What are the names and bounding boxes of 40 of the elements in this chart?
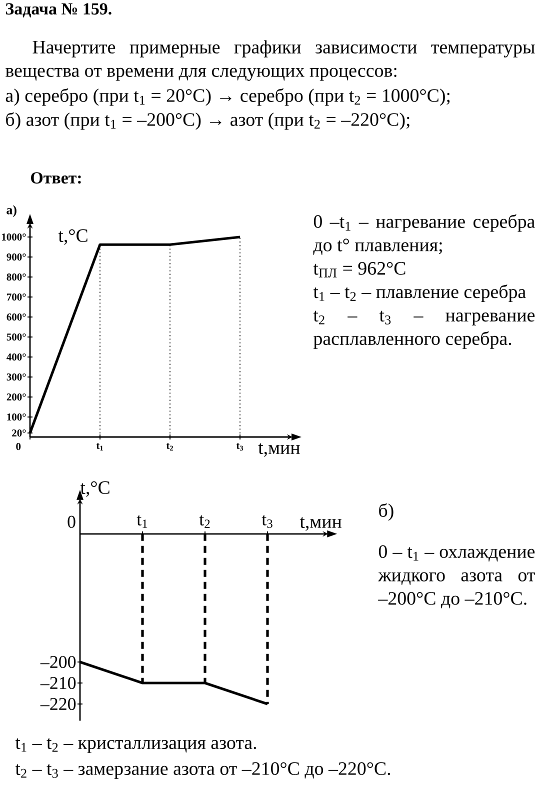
x-tick-label: 0	[16, 443, 21, 450]
x-tick-label: t$_{3}$	[236, 443, 244, 451]
y-tick-label: 700°	[7, 293, 26, 301]
text: б)	[379, 503, 394, 521]
chart-subtitle: Начертите примерные графики зависимости температуры вещества от времени для следующих процессов:	[6, 40, 535, 81]
text: 0 – t$_{1}$ – охлаждение жидкого азота от –200°C до –210°C.	[378, 545, 535, 608]
text: б) азот (при t$_{1}$ = –200°C) → азот (при t$_{2}$ = –220°C);	[6, 112, 410, 130]
text: t$_{1}$ – t$_{2}$ – плавление серебра	[313, 284, 526, 302]
y-tick-label: 800°	[6, 273, 26, 281]
y-tick-label: 100°	[7, 413, 26, 421]
y-tick-label: 600°	[6, 313, 26, 321]
x-tick-label: t$_{1}$	[136, 515, 148, 528]
y-tick-label: –220	[40, 698, 76, 710]
y-tick-label: 1000°	[2, 233, 26, 241]
y-tick-label: 500°	[6, 333, 26, 341]
chart-title: Задача № 159.	[6, 3, 112, 18]
y-tick-label: 200°	[6, 393, 26, 401]
y-tick-label: 20°	[12, 429, 26, 437]
y-tick-label: 900°	[6, 253, 26, 261]
x-axis-title: t,мин	[258, 443, 300, 457]
y-axis-title: t,°C	[80, 481, 110, 497]
x-tick-label: t$_{1}$	[96, 443, 103, 451]
y-tick-label: 300°	[6, 373, 26, 381]
text: а) серебро (при t$_{1}$ = 20°C) → серебро (при t$_{2}$ = 1000°C);	[6, 88, 450, 106]
x-tick-label: t$_{2}$	[166, 443, 174, 451]
y-tick-label: –200	[40, 656, 76, 668]
x-tick-label: 0	[68, 516, 76, 528]
y-tick-label: –210	[40, 676, 76, 690]
text: t$_{2}$ – t$_{3}$ – замерзание азота от –210°C до –220°C.	[15, 762, 390, 779]
text: 0 –t$_{1}$ – нагревание серебра до t° плавления;	[313, 214, 535, 255]
x-axis-title: t,мин	[300, 517, 342, 531]
x-tick-label: t$_{2}$	[199, 515, 210, 528]
text: Ответ:	[31, 172, 81, 184]
text: t$_{1}$ – t$_{2}$ – кристаллизация азота.	[15, 738, 256, 753]
y-tick-label: 400°	[6, 353, 26, 361]
y-axis-title: t,°C	[58, 229, 88, 245]
x-tick-label: t$_{3}$	[262, 515, 272, 528]
text: t$_{ПЛ}$ = 962°C	[313, 262, 406, 278]
text: а)	[6, 205, 16, 217]
text: t$_{2}$ – t$_{3}$ – нагревание расплавленного серебра.	[313, 310, 535, 349]
